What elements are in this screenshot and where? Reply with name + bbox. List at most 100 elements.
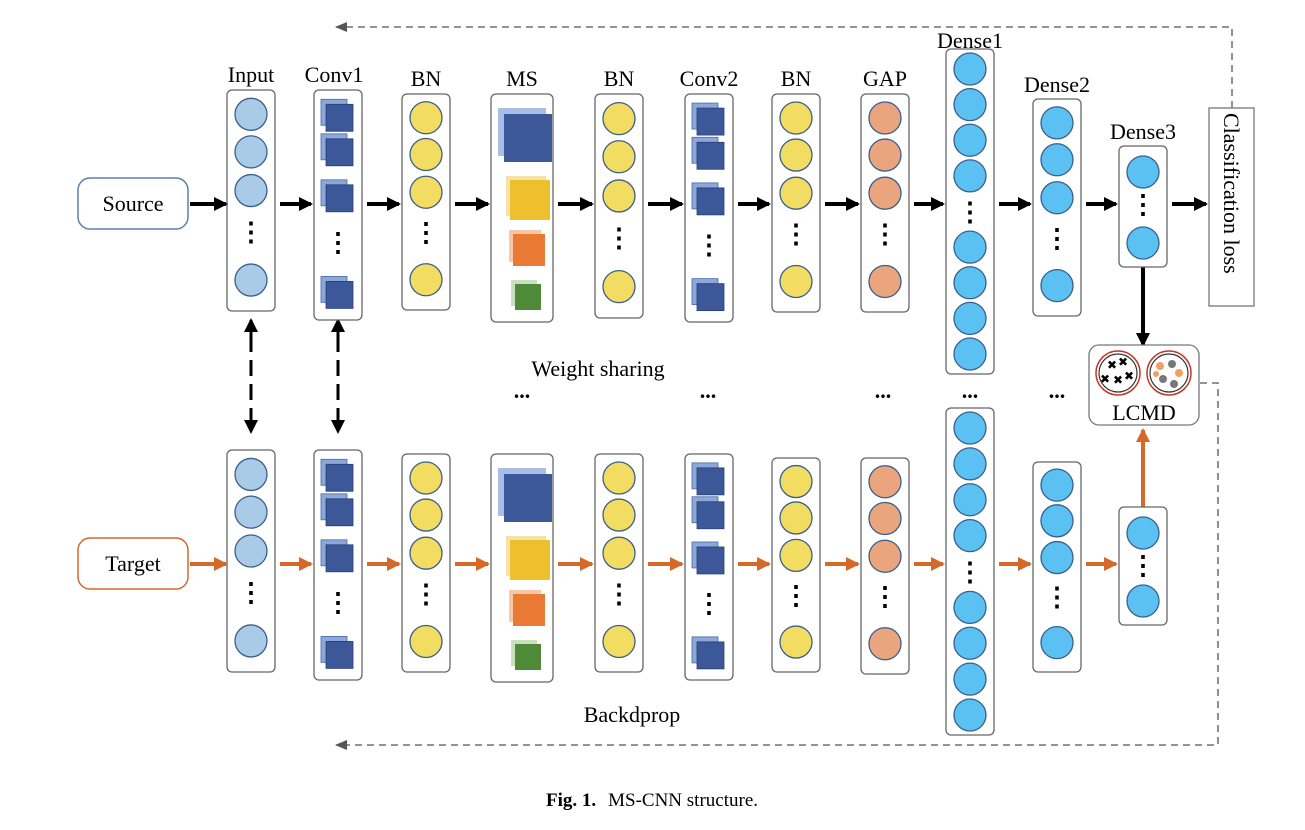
- node-circle: [953, 447, 987, 481]
- vdots: ⋮: [606, 580, 632, 609]
- conv-feature-map: [325, 103, 354, 132]
- figure-caption: Fig. 1. MS-CNN structure.: [546, 790, 758, 811]
- vdots: ⋮: [1044, 582, 1070, 611]
- source-label: Source: [102, 191, 163, 216]
- node-circle: [234, 457, 268, 492]
- lcmd-domain-icon-right: [1146, 350, 1192, 396]
- node-circle: [779, 101, 813, 135]
- lcmd-label: LCMD: [1112, 400, 1176, 425]
- node-circle: [953, 123, 987, 157]
- backprop-dashed-line: [335, 382, 1219, 750]
- node-circle: [1040, 106, 1074, 140]
- node-circle: [868, 465, 902, 499]
- layer-label-dense1: Dense1: [937, 28, 1003, 53]
- node-circle: [234, 495, 268, 529]
- conv-feature-map: [696, 141, 725, 170]
- node-circle: [779, 176, 813, 210]
- node-circle: [602, 269, 636, 304]
- vdots: ⋮: [872, 220, 898, 249]
- weight-sharing-arrows: [244, 318, 345, 434]
- node-circle: [779, 464, 813, 499]
- node-circle: [409, 624, 443, 659]
- ms-blue-square: [504, 474, 552, 522]
- node-circle: [602, 101, 636, 136]
- node-circle: [1040, 540, 1074, 575]
- node-circle: [602, 140, 636, 174]
- vdots: ⋮: [238, 578, 264, 607]
- node-circle: [779, 625, 813, 659]
- conv-feature-map: [325, 184, 354, 213]
- node-circle: [409, 137, 443, 172]
- node-circle: [953, 518, 987, 553]
- conv-feature-map: [696, 501, 725, 530]
- svg-text:✖: ✖: [1107, 358, 1117, 372]
- node-circle: [868, 539, 902, 573]
- ms-green-square: [515, 644, 541, 670]
- node-circle: [868, 627, 902, 661]
- layer-label-dense3: Dense3: [1110, 119, 1176, 144]
- node-circle: [1126, 516, 1160, 550]
- node-circle: [868, 264, 902, 299]
- node-circle: [953, 52, 987, 86]
- classification-loss-box: [1208, 107, 1255, 307]
- caption-text: MS-CNN structure.: [608, 790, 758, 811]
- target-label: Target: [105, 551, 160, 576]
- node-circle: [1040, 625, 1074, 660]
- layer-label-input: Input: [228, 62, 274, 87]
- node-circle: [1040, 268, 1074, 303]
- conv-feature-map: [696, 641, 725, 670]
- ms-orange-square: [513, 234, 545, 266]
- conv-feature-map: [325, 641, 354, 669]
- conv-feature-map: [696, 107, 725, 136]
- node-circle: [779, 138, 813, 172]
- layer-label-bn: BN: [411, 66, 442, 91]
- target-box: [77, 537, 189, 590]
- vdots: ⋮: [413, 580, 439, 609]
- node-circle: [234, 97, 268, 131]
- node-circle: [868, 501, 902, 536]
- layer-label-dense2: Dense2: [1024, 72, 1090, 97]
- node-circle: [409, 536, 443, 570]
- ellipsis-5: ...: [1049, 378, 1066, 403]
- ms-yellow-square: [510, 180, 550, 220]
- vdots: ⋮: [957, 558, 983, 587]
- node-circle: [953, 483, 987, 517]
- ellipsis-1: ...: [514, 378, 531, 403]
- vdots: ⋮: [957, 198, 983, 227]
- node-circle: [1040, 181, 1074, 215]
- node-circle: [602, 536, 636, 570]
- layer-label-ms: MS: [506, 66, 538, 91]
- node-circle: [1126, 155, 1160, 189]
- conv-feature-map: [696, 546, 725, 575]
- conv-feature-map: [696, 283, 725, 312]
- node-circle: [953, 230, 987, 264]
- conv-feature-map: [325, 280, 354, 309]
- svg-text:✖: ✖: [1118, 355, 1128, 369]
- classification-loss-label: Classification loss: [1219, 113, 1244, 274]
- node-circle: [409, 101, 443, 135]
- node-circle: [602, 624, 636, 659]
- node-circle: [953, 662, 987, 696]
- vdots: ⋮: [783, 220, 809, 249]
- node-circle: [234, 624, 268, 658]
- node-circle: [1040, 143, 1074, 177]
- node-circle: [1126, 226, 1160, 260]
- node-circle: [779, 264, 813, 299]
- conv-feature-map: [325, 138, 354, 167]
- ellipsis-4: ...: [962, 378, 979, 403]
- node-circle: [779, 538, 813, 573]
- ms-orange-square: [513, 594, 545, 626]
- vdots: ⋮: [1044, 224, 1070, 253]
- conv-feature-map: [325, 463, 354, 492]
- node-circle: [602, 461, 636, 495]
- layer-label-bn: BN: [604, 66, 635, 91]
- ms-green-square: [515, 284, 541, 310]
- node-circle: [953, 626, 987, 660]
- node-circle: [234, 534, 268, 568]
- svg-text:✖: ✖: [1113, 373, 1123, 387]
- node-circle: [953, 590, 987, 625]
- layer-label-gap: GAP: [863, 66, 907, 91]
- vdots: ⋮: [1130, 551, 1156, 580]
- vdots: ⋮: [696, 230, 722, 259]
